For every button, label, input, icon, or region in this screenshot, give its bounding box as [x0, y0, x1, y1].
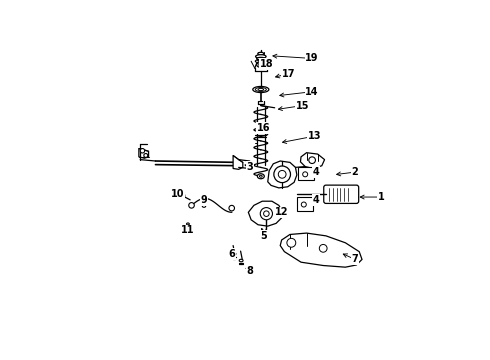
Ellipse shape: [257, 57, 265, 60]
Circle shape: [264, 211, 269, 216]
Text: 4: 4: [313, 195, 319, 205]
Circle shape: [287, 238, 296, 247]
Text: 4: 4: [313, 167, 319, 177]
FancyBboxPatch shape: [324, 185, 359, 203]
Text: 6: 6: [228, 249, 235, 259]
Circle shape: [319, 244, 327, 252]
Text: 9: 9: [200, 195, 207, 205]
Ellipse shape: [187, 223, 189, 225]
Polygon shape: [300, 153, 324, 168]
Text: 13: 13: [308, 131, 321, 141]
Text: 2: 2: [352, 167, 359, 177]
Ellipse shape: [255, 87, 267, 91]
Text: 11: 11: [181, 225, 194, 235]
Circle shape: [278, 170, 286, 178]
Circle shape: [309, 157, 316, 163]
Text: 8: 8: [246, 266, 253, 275]
FancyBboxPatch shape: [298, 167, 314, 180]
Text: 10: 10: [171, 189, 184, 199]
Ellipse shape: [257, 62, 265, 67]
Circle shape: [274, 166, 291, 183]
Polygon shape: [233, 156, 243, 169]
Text: 1: 1: [377, 192, 384, 202]
Text: 15: 15: [295, 100, 309, 111]
Ellipse shape: [259, 64, 263, 66]
Text: 17: 17: [282, 69, 295, 79]
Ellipse shape: [253, 86, 269, 93]
Polygon shape: [268, 161, 297, 188]
Ellipse shape: [259, 175, 262, 177]
Text: 7: 7: [352, 255, 359, 264]
Ellipse shape: [255, 59, 267, 63]
Ellipse shape: [202, 205, 206, 207]
Text: 5: 5: [260, 231, 267, 241]
Ellipse shape: [186, 230, 190, 232]
Circle shape: [189, 203, 195, 208]
Circle shape: [260, 208, 272, 220]
Circle shape: [140, 149, 145, 153]
Polygon shape: [280, 233, 362, 267]
Text: 16: 16: [257, 123, 270, 133]
Ellipse shape: [258, 89, 264, 91]
Ellipse shape: [239, 259, 243, 262]
Ellipse shape: [257, 174, 264, 179]
Text: 12: 12: [275, 207, 289, 217]
Polygon shape: [248, 201, 282, 226]
Polygon shape: [139, 149, 148, 158]
FancyBboxPatch shape: [297, 197, 313, 211]
Text: 3: 3: [246, 162, 253, 172]
Circle shape: [301, 202, 306, 207]
Circle shape: [229, 205, 235, 211]
Ellipse shape: [231, 252, 236, 255]
Circle shape: [144, 153, 147, 157]
Text: 14: 14: [305, 87, 319, 97]
Ellipse shape: [258, 52, 264, 55]
Ellipse shape: [256, 55, 266, 58]
Ellipse shape: [258, 59, 264, 62]
Text: 19: 19: [305, 53, 319, 63]
Circle shape: [303, 172, 308, 177]
Circle shape: [180, 193, 185, 198]
Text: 18: 18: [260, 59, 273, 69]
